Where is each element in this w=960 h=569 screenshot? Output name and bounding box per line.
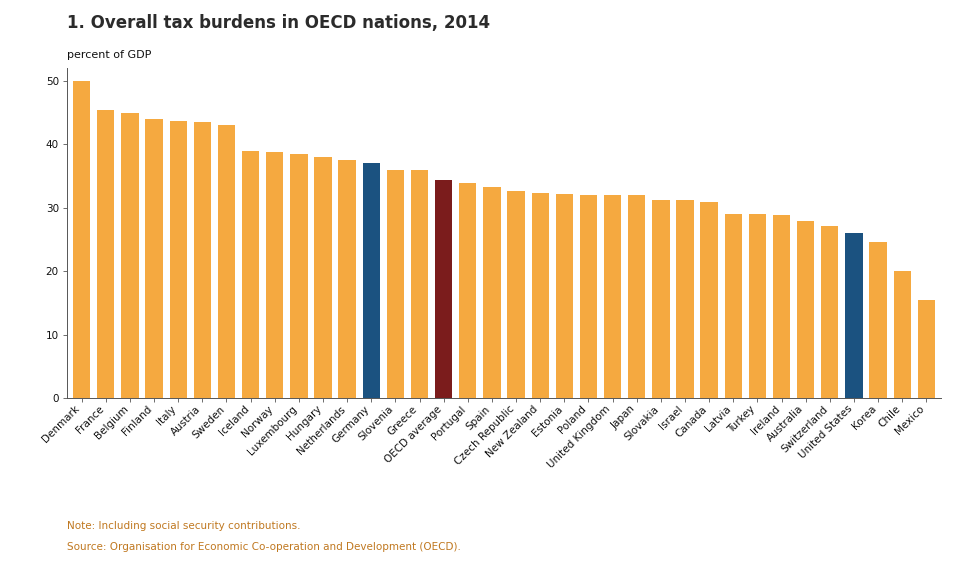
Bar <box>314 157 332 398</box>
Bar <box>749 215 766 398</box>
Bar <box>73 81 90 398</box>
Bar <box>97 110 114 398</box>
Bar <box>459 183 476 398</box>
Text: Note: Including social security contributions.: Note: Including social security contribu… <box>67 521 300 531</box>
Bar <box>580 195 597 398</box>
Bar <box>845 233 863 398</box>
Bar <box>194 122 211 398</box>
Bar <box>290 154 307 398</box>
Text: percent of GDP: percent of GDP <box>67 50 152 60</box>
Bar <box>918 300 935 398</box>
Text: Source: Organisation for Economic Co-operation and Development (OECD).: Source: Organisation for Economic Co-ope… <box>67 542 461 552</box>
Bar <box>363 163 380 398</box>
Bar <box>339 160 356 398</box>
Bar <box>145 119 163 398</box>
Bar <box>821 226 838 398</box>
Bar <box>411 171 428 398</box>
Bar <box>797 221 814 398</box>
Bar <box>652 200 669 398</box>
Bar <box>676 200 694 398</box>
Bar <box>894 271 911 398</box>
Bar <box>121 113 138 398</box>
Bar <box>170 121 187 398</box>
Text: 1. Overall tax burdens in OECD nations, 2014: 1. Overall tax burdens in OECD nations, … <box>67 14 491 32</box>
Bar <box>266 152 283 398</box>
Bar <box>242 151 259 398</box>
Bar <box>483 187 500 398</box>
Bar <box>218 125 235 398</box>
Bar <box>628 195 645 398</box>
Bar <box>532 193 549 398</box>
Bar <box>773 215 790 398</box>
Bar <box>725 215 742 398</box>
Bar <box>870 242 887 398</box>
Bar <box>387 170 404 398</box>
Bar <box>435 180 452 398</box>
Bar <box>556 194 573 398</box>
Bar <box>604 195 621 398</box>
Bar <box>508 191 525 398</box>
Bar <box>701 201 718 398</box>
